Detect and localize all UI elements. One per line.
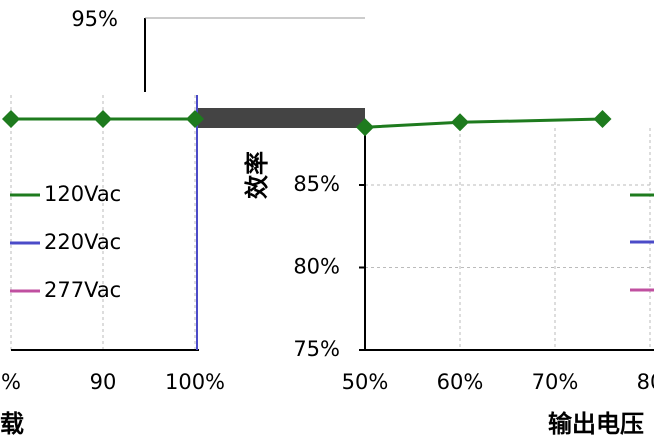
point — [593, 110, 612, 128]
x-tick-label: 80 — [637, 370, 654, 394]
x-axis-label: 输出电压 — [548, 410, 644, 438]
x-tick-label: 100% — [165, 370, 225, 394]
y-tick-label: 75% — [293, 337, 340, 361]
y-axis-label: 效率 — [243, 151, 271, 199]
y-tick-label: 80% — [293, 255, 340, 279]
point — [356, 118, 374, 137]
point — [451, 113, 469, 132]
x-tick-label: 70% — [532, 370, 579, 394]
x-tick-label: 50% — [342, 370, 389, 394]
x-axis-label: 载 — [0, 410, 24, 438]
point — [186, 110, 204, 128]
legend-label: 120Vac — [44, 182, 121, 206]
y-tick-label: 85% — [293, 172, 340, 196]
series-line — [364, 117, 603, 129]
point — [2, 110, 20, 128]
x-tick-label: % — [1, 370, 21, 394]
point — [94, 110, 112, 128]
glitch-band — [197, 108, 365, 128]
x-tick-label: 90 — [90, 370, 117, 394]
y-tick-label: 95% — [71, 7, 118, 31]
x-tick-label: 60% — [437, 370, 484, 394]
legend-label: 277Vac — [44, 278, 121, 302]
legend-label: 220Vac — [44, 230, 121, 254]
